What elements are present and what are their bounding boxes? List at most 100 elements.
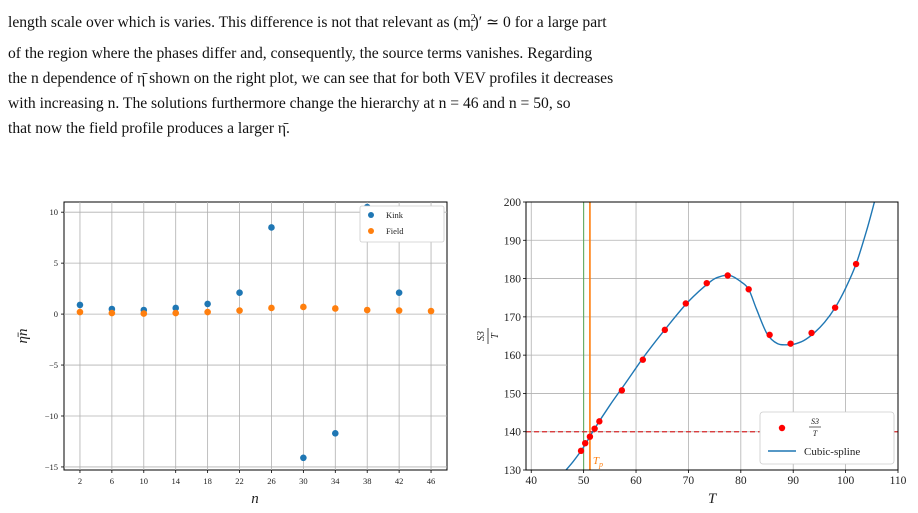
- left-x-tick-label: 34: [331, 476, 340, 486]
- field-point: [300, 303, 307, 311]
- right-x-tick-label: 110: [890, 475, 907, 487]
- left-legend-box: [359, 205, 445, 243]
- field-point: [108, 309, 116, 317]
- left-y-tick-label: 0: [54, 309, 58, 319]
- s3-over-t-point: [639, 356, 647, 363]
- kink-point: [395, 289, 403, 296]
- left-y-tick-label: 10: [50, 207, 59, 217]
- right-y-tick-label: 140: [504, 427, 522, 439]
- right-plot-frame: [525, 201, 899, 471]
- left-y-ticks: −15 −10 −5 0 5 10: [45, 207, 64, 472]
- field-point: [236, 307, 243, 314]
- kink-point: [172, 304, 180, 312]
- right-x-tick-label: 50: [578, 475, 590, 487]
- left-plot-frame: [63, 201, 448, 471]
- right-y-axis-label: S3 T: [476, 328, 501, 344]
- right-reference-lines: [526, 202, 898, 470]
- right-x-tick-label: 60: [630, 475, 642, 487]
- left-x-tick-label: 22: [235, 476, 244, 486]
- tp-label: Tp: [593, 455, 603, 469]
- left-x-axis-label: n: [251, 491, 259, 507]
- right-x-tick-label: 100: [837, 475, 855, 487]
- paragraph-line-3: the n dependence of η̄ shown on the righ…: [8, 70, 614, 88]
- left-x-tick-label: 2: [78, 476, 82, 486]
- s3-over-t-points: [577, 260, 860, 455]
- legend-curve-label: Cubic-spline: [804, 446, 860, 458]
- paragraph-line-4: with increasing n. The solutions further…: [8, 95, 571, 113]
- s3-over-t-point: [682, 300, 690, 307]
- field-point: [76, 308, 84, 316]
- right-y-tick-label: 160: [504, 350, 522, 362]
- kink-point: [300, 454, 307, 462]
- kink-point: [204, 300, 211, 308]
- kink-point: [268, 224, 275, 231]
- s3-over-t-point: [586, 433, 594, 440]
- s3-over-t-point: [852, 260, 860, 268]
- s3-over-t-point: [661, 326, 669, 334]
- s3-over-t-point: [724, 272, 731, 279]
- left-y-tick-label: −10: [45, 411, 58, 421]
- s3-over-t-point: [582, 440, 589, 447]
- left-x-tick-label: 42: [395, 476, 404, 486]
- right-y-tick-label: 150: [504, 388, 522, 400]
- kink-point: [236, 289, 243, 296]
- field-point: [427, 307, 435, 315]
- left-x-tick-label: 26: [267, 476, 276, 486]
- left-y-tick-label: 5: [54, 258, 58, 268]
- left-x-tick-label: 46: [427, 476, 436, 486]
- right-x-tick-label: 70: [683, 475, 695, 487]
- right-y-label-numerator: S3: [476, 331, 487, 341]
- legend-points-numerator: S3: [811, 417, 819, 426]
- s3-over-t-point: [577, 447, 585, 455]
- kink-point: [76, 301, 84, 309]
- legend-points-marker: [778, 424, 786, 432]
- right-x-tick-label: 80: [735, 475, 747, 487]
- s3-over-t-point: [808, 329, 815, 337]
- right-y-tick-label: 130: [504, 465, 522, 477]
- right-y-tick-label: 200: [504, 197, 522, 209]
- right-x-tick-label: 40: [525, 475, 537, 487]
- left-x-tick-label: 10: [140, 476, 149, 486]
- s3-over-t-point: [596, 418, 603, 425]
- paragraph-line-2: of the region where the phases differ an…: [8, 45, 593, 63]
- field-point: [204, 308, 211, 316]
- paragraph-line-1: length scale over which is varies. This …: [8, 13, 607, 35]
- right-y-tick-label: 190: [504, 235, 522, 247]
- legend-points-denominator: T: [813, 429, 818, 438]
- right-legend: S3 T Cubic-spline: [759, 411, 895, 465]
- field-point: [395, 307, 403, 314]
- s3-over-t-point: [745, 286, 752, 293]
- field-point: [331, 305, 339, 312]
- s3-over-t-point: [766, 331, 773, 339]
- s3-over-t-chart: 40 50 60 70 80 90 100 110 130 140 150 160 170 180 190…: [476, 197, 907, 507]
- s3-over-t-point: [618, 387, 626, 394]
- field-point: [268, 304, 275, 312]
- left-x-tick-label: 30: [299, 476, 308, 486]
- left-series: [76, 203, 435, 462]
- right-x-axis-label: T: [708, 491, 718, 507]
- right-y-tick-label: 180: [504, 274, 522, 286]
- left-x-ticks: 2 6 10 14 18 22 26 30 34 38 42 46: [78, 470, 435, 486]
- legend-field-label: Field: [386, 226, 404, 236]
- s3-over-t-point: [831, 304, 839, 311]
- left-y-tick-label: −15: [45, 462, 58, 472]
- left-x-tick-label: 14: [171, 476, 180, 486]
- paragraph-line-5: that now the field profile produces a la…: [8, 120, 290, 138]
- left-x-tick-label: 18: [203, 476, 212, 486]
- legend-kink-label: Kink: [386, 210, 404, 220]
- legend-field-marker: [368, 228, 374, 234]
- left-x-tick-label: 38: [363, 476, 372, 486]
- left-x-tick-label: 6: [110, 476, 114, 486]
- field-point: [363, 306, 371, 314]
- right-y-ticks: 130 140 150 160 170 180 190 200: [504, 197, 526, 477]
- legend-kink-marker: [368, 212, 374, 218]
- left-grid: [64, 202, 447, 470]
- s3-over-t-point: [591, 425, 598, 432]
- body-paragraph: length scale over which is varies. This …: [8, 6, 910, 141]
- s3-over-t-point: [787, 340, 794, 347]
- right-x-ticks: 40 50 60 70 80 90 100 110: [525, 470, 907, 487]
- field-point: [140, 310, 148, 317]
- right-y-tick-label: 170: [504, 312, 522, 324]
